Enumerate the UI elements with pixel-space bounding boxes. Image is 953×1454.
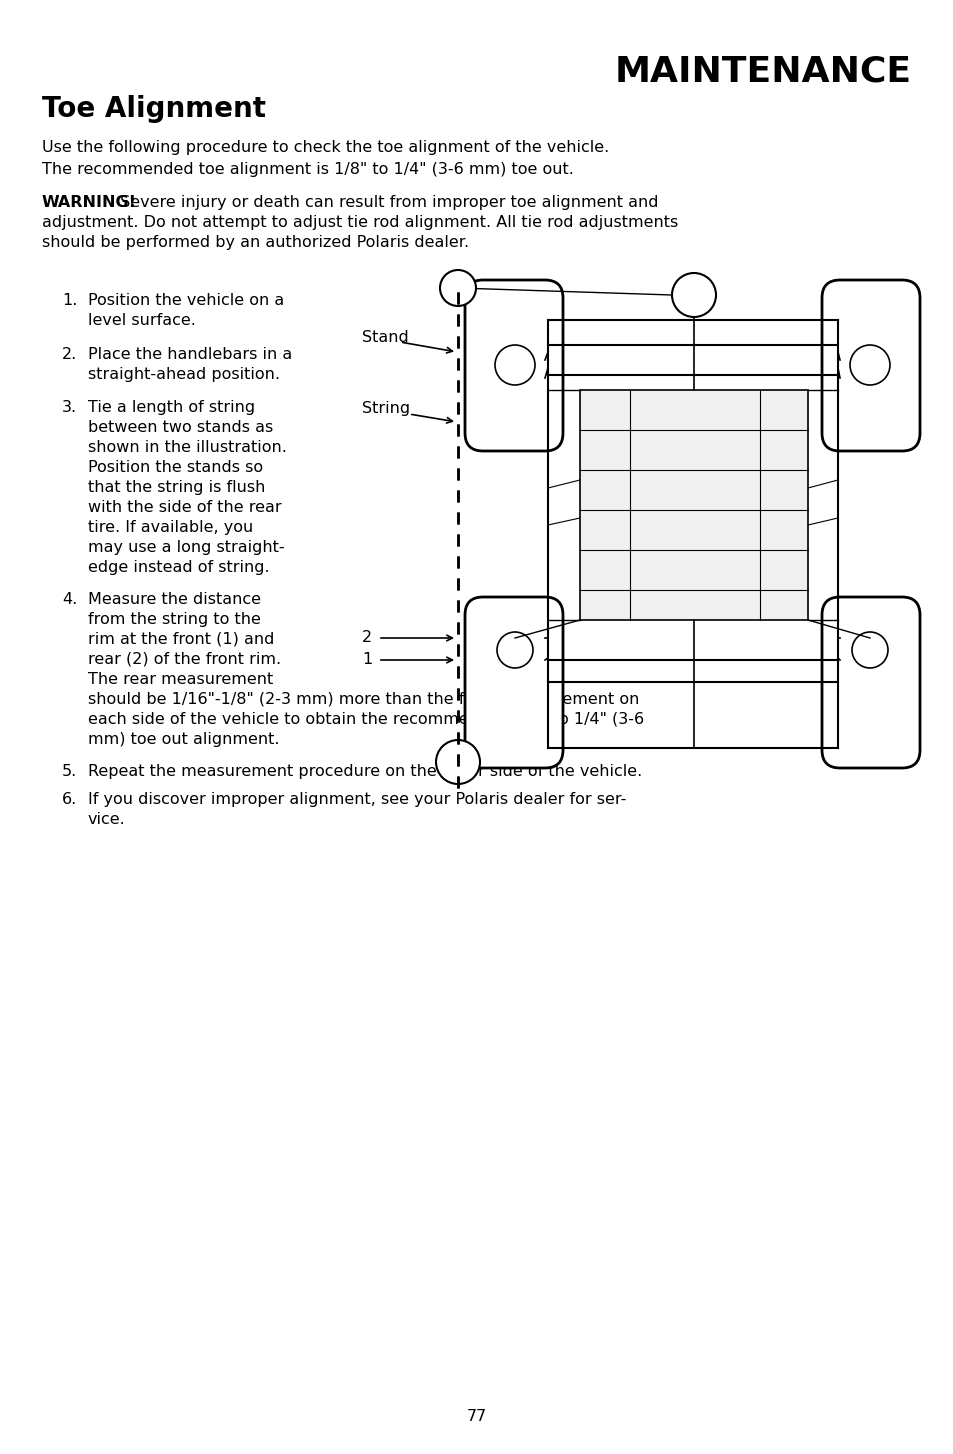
Text: 6.: 6.	[62, 792, 77, 807]
Text: The recommended toe alignment is 1/8" to 1/4" (3-6 mm) toe out.: The recommended toe alignment is 1/8" to…	[42, 161, 574, 177]
Text: 4.: 4.	[62, 592, 77, 606]
Text: Position the stands so: Position the stands so	[88, 459, 263, 475]
Text: vice.: vice.	[88, 811, 126, 827]
Text: 1.: 1.	[62, 294, 77, 308]
FancyBboxPatch shape	[821, 281, 919, 451]
Text: Position the vehicle on a: Position the vehicle on a	[88, 294, 284, 308]
Text: with the side of the rear: with the side of the rear	[88, 500, 281, 515]
Text: each side of the vehicle to obtain the recommended 1/8" to 1/4" (3-6: each side of the vehicle to obtain the r…	[88, 712, 643, 727]
Text: Tie a length of string: Tie a length of string	[88, 400, 254, 414]
Text: Measure the distance: Measure the distance	[88, 592, 261, 606]
Text: Place the handlebars in a: Place the handlebars in a	[88, 348, 292, 362]
Text: rim at the front (1) and: rim at the front (1) and	[88, 632, 274, 647]
Text: String: String	[361, 400, 410, 416]
Text: Repeat the measurement procedure on the other side of the vehicle.: Repeat the measurement procedure on the …	[88, 763, 641, 779]
Text: WARNING!: WARNING!	[42, 195, 137, 209]
Circle shape	[439, 270, 476, 305]
Text: should be performed by an authorized Polaris dealer.: should be performed by an authorized Pol…	[42, 236, 469, 250]
Text: 3.: 3.	[62, 400, 77, 414]
Text: Toe Alignment: Toe Alignment	[42, 95, 266, 124]
Text: mm) toe out alignment.: mm) toe out alignment.	[88, 731, 279, 747]
Circle shape	[497, 632, 533, 667]
Text: 2: 2	[361, 631, 372, 646]
Circle shape	[436, 740, 479, 784]
Text: edge instead of string.: edge instead of string.	[88, 560, 270, 574]
Text: level surface.: level surface.	[88, 313, 195, 329]
Text: Stand: Stand	[361, 330, 408, 346]
Text: from the string to the: from the string to the	[88, 612, 260, 627]
Text: rear (2) of the front rim.: rear (2) of the front rim.	[88, 651, 281, 667]
FancyBboxPatch shape	[464, 281, 562, 451]
FancyBboxPatch shape	[464, 598, 562, 768]
Text: 5.: 5.	[62, 763, 77, 779]
Text: adjustment. Do not attempt to adjust tie rod alignment. All tie rod adjustments: adjustment. Do not attempt to adjust tie…	[42, 215, 678, 230]
Text: that the string is flush: that the string is flush	[88, 480, 265, 494]
Text: MAINTENANCE: MAINTENANCE	[615, 55, 911, 89]
FancyBboxPatch shape	[821, 598, 919, 768]
Text: straight-ahead position.: straight-ahead position.	[88, 366, 280, 382]
Text: may use a long straight-: may use a long straight-	[88, 539, 284, 555]
Text: shown in the illustration.: shown in the illustration.	[88, 441, 287, 455]
Text: Use the following procedure to check the toe alignment of the vehicle.: Use the following procedure to check the…	[42, 140, 609, 156]
Text: 1: 1	[361, 653, 372, 667]
Text: Severe injury or death can result from improper toe alignment and: Severe injury or death can result from i…	[115, 195, 658, 209]
Text: The rear measurement: The rear measurement	[88, 672, 273, 686]
Text: 77: 77	[466, 1409, 487, 1423]
Text: tire. If available, you: tire. If available, you	[88, 521, 253, 535]
Circle shape	[495, 345, 535, 385]
Bar	[579, 390, 807, 619]
Text: between two stands as: between two stands as	[88, 420, 273, 435]
Text: should be 1/16"-1/8" (2-3 mm) more than the front measurement on: should be 1/16"-1/8" (2-3 mm) more than …	[88, 692, 639, 707]
Text: 2.: 2.	[62, 348, 77, 362]
Circle shape	[849, 345, 889, 385]
Circle shape	[851, 632, 887, 667]
Text: If you discover improper alignment, see your Polaris dealer for ser-: If you discover improper alignment, see …	[88, 792, 626, 807]
Circle shape	[671, 273, 716, 317]
